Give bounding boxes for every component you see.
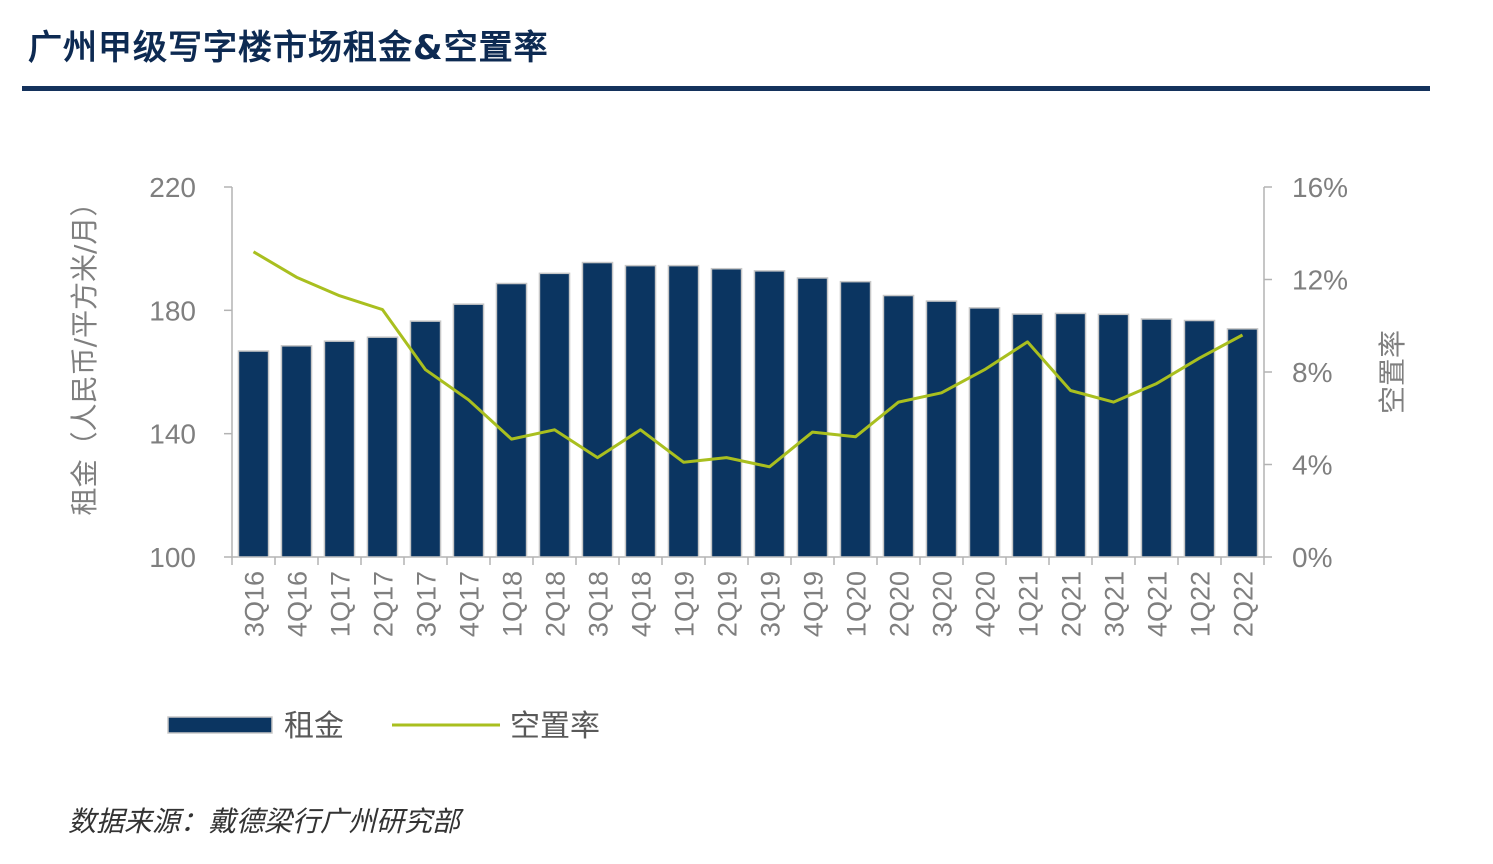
right-tick-label: 0% bbox=[1292, 542, 1332, 573]
chart-axes bbox=[224, 186, 1272, 565]
rent-bar bbox=[624, 264, 657, 558]
x-tick-label: 1Q22 bbox=[1186, 571, 1216, 637]
right-tick-label: 16% bbox=[1292, 172, 1348, 203]
rent-bar bbox=[1140, 318, 1173, 558]
x-tick-label: 1Q20 bbox=[842, 571, 872, 637]
x-tick-label: 4Q18 bbox=[627, 571, 657, 637]
rent-bar bbox=[495, 282, 528, 558]
left-tick-label: 180 bbox=[149, 295, 196, 326]
rent-bar bbox=[1226, 328, 1259, 558]
rent-bar bbox=[409, 320, 442, 558]
rent-bar bbox=[1054, 312, 1087, 558]
title-divider bbox=[22, 86, 1430, 91]
rent-bar bbox=[925, 300, 958, 558]
x-tick-label: 1Q17 bbox=[326, 571, 356, 637]
left-tick-label: 140 bbox=[149, 419, 196, 450]
page-title: 广州甲级写字楼市场租金&空置率 bbox=[28, 28, 549, 68]
x-tick-label: 4Q17 bbox=[455, 571, 485, 637]
x-tick-label: 2Q19 bbox=[713, 571, 743, 637]
vacancy-polyline bbox=[252, 250, 1244, 469]
right-axis-title: 空置率 bbox=[1376, 330, 1409, 414]
rent-bar bbox=[839, 280, 872, 558]
left-tick-label: 220 bbox=[149, 172, 196, 203]
rent-bar bbox=[710, 267, 743, 558]
x-tick-label: 2Q22 bbox=[1229, 571, 1259, 637]
legend-label-rent: 租金 bbox=[284, 709, 344, 744]
x-tick-label: 3Q17 bbox=[412, 571, 442, 637]
x-tick-label: 3Q21 bbox=[1100, 571, 1130, 637]
x-tick-label: 2Q21 bbox=[1057, 571, 1087, 637]
x-tick-label: 3Q19 bbox=[756, 571, 786, 637]
rent-bars bbox=[237, 261, 1259, 558]
right-tick-label: 12% bbox=[1292, 265, 1348, 296]
legend-bar-swatch bbox=[167, 716, 273, 734]
left-axis-title: 租金（人民币/平方米/月） bbox=[68, 189, 101, 516]
rent-bar bbox=[280, 345, 313, 558]
x-tick-label: 4Q16 bbox=[283, 571, 313, 637]
right-tick-label: 4% bbox=[1292, 450, 1332, 481]
rent-bar bbox=[237, 350, 270, 558]
left-tick-label: 100 bbox=[149, 542, 196, 573]
vacancy-line bbox=[252, 250, 1244, 469]
x-tick-label: 3Q20 bbox=[928, 571, 958, 637]
x-tick-label: 1Q19 bbox=[670, 571, 700, 637]
legend-label-vacancy: 空置率 bbox=[510, 709, 600, 744]
rent-bar bbox=[581, 261, 614, 558]
rent-bar bbox=[882, 294, 915, 558]
x-tick-label: 4Q21 bbox=[1143, 571, 1173, 637]
x-tick-label: 3Q16 bbox=[240, 571, 270, 637]
chart-legend: 租金 空置率 bbox=[167, 709, 600, 744]
rent-bar bbox=[1097, 313, 1130, 558]
rent-bar bbox=[323, 340, 356, 558]
rent-bar bbox=[538, 272, 571, 558]
rent-bar bbox=[968, 307, 1001, 558]
rent-bar bbox=[753, 270, 786, 558]
right-tick-label: 8% bbox=[1292, 357, 1332, 388]
source-note: 数据来源：戴德梁行广州研究部 bbox=[68, 805, 461, 838]
rent-bar bbox=[452, 303, 485, 558]
rent-bar bbox=[796, 277, 829, 558]
rent-bar bbox=[1183, 319, 1216, 558]
x-tick-label: 1Q18 bbox=[498, 571, 528, 637]
x-tick-label: 4Q20 bbox=[971, 571, 1001, 637]
x-tick-label: 2Q20 bbox=[885, 571, 915, 637]
x-tick-label: 3Q18 bbox=[584, 571, 614, 637]
x-tick-label: 1Q21 bbox=[1014, 571, 1044, 637]
x-tick-label: 4Q19 bbox=[799, 571, 829, 637]
x-tick-label: 2Q18 bbox=[541, 571, 571, 637]
x-tick-label: 2Q17 bbox=[369, 571, 399, 637]
rent-bar bbox=[667, 264, 700, 558]
rent-bar bbox=[366, 336, 399, 558]
chart-labels: 100 140 180 220 0% 4% 8% 12% 16% 3Q16 4Q16 1Q17 2Q17… bbox=[68, 172, 1409, 637]
